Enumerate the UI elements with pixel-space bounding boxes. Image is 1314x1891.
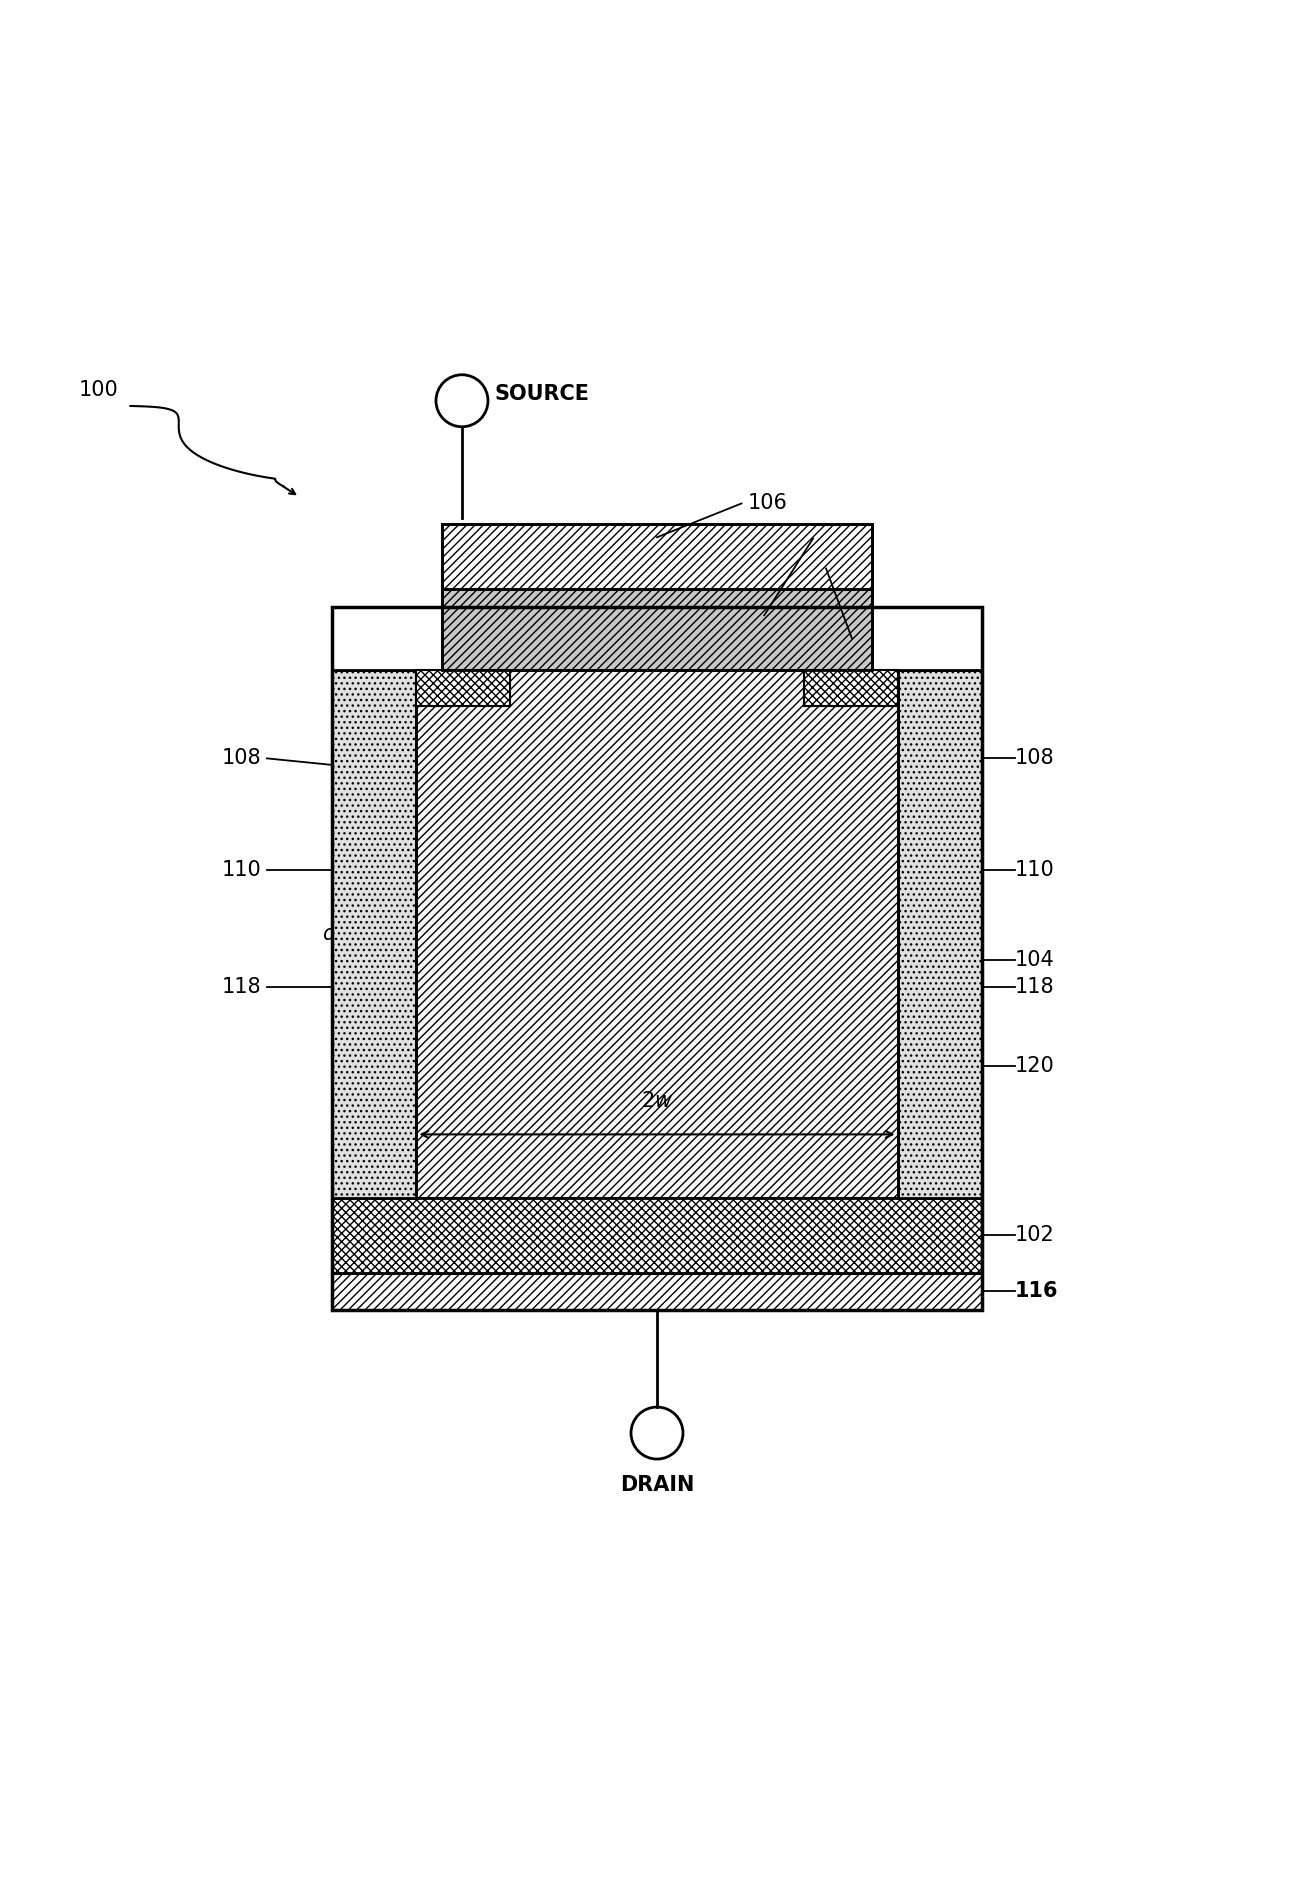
Bar xyxy=(443,590,871,669)
Text: 112: 112 xyxy=(833,558,872,579)
Bar xyxy=(332,607,982,1310)
Text: 110: 110 xyxy=(1014,860,1054,881)
Text: 118: 118 xyxy=(1014,976,1054,997)
Text: 106: 106 xyxy=(748,494,788,514)
Bar xyxy=(332,607,982,669)
Text: 114: 114 xyxy=(820,526,859,546)
Bar xyxy=(804,669,897,705)
Bar xyxy=(443,524,871,590)
Text: 120: 120 xyxy=(1014,1055,1054,1076)
Text: 110: 110 xyxy=(222,860,261,881)
Bar xyxy=(443,524,871,590)
Text: 118: 118 xyxy=(222,976,261,997)
Bar xyxy=(871,524,982,669)
Text: $d_{ox}$: $d_{ox}$ xyxy=(322,923,355,946)
Text: 100: 100 xyxy=(79,380,118,401)
Bar xyxy=(332,1197,982,1273)
Text: 108: 108 xyxy=(222,749,261,768)
Text: $t_{ox}$: $t_{ox}$ xyxy=(360,862,388,883)
Bar xyxy=(332,669,417,1197)
Text: SOURCE: SOURCE xyxy=(494,384,590,405)
Text: 104: 104 xyxy=(1014,949,1054,970)
Bar xyxy=(332,524,443,669)
Text: 102: 102 xyxy=(1014,1225,1054,1246)
Bar xyxy=(417,669,510,705)
Text: DRAIN: DRAIN xyxy=(620,1475,694,1494)
Bar xyxy=(417,669,897,1197)
Text: $2w$: $2w$ xyxy=(641,1091,673,1112)
Bar xyxy=(332,1273,982,1310)
Bar xyxy=(417,669,897,1197)
Bar xyxy=(443,590,871,669)
Text: 108: 108 xyxy=(1014,749,1054,768)
Bar xyxy=(897,669,982,1197)
Text: 116: 116 xyxy=(1014,1282,1058,1301)
